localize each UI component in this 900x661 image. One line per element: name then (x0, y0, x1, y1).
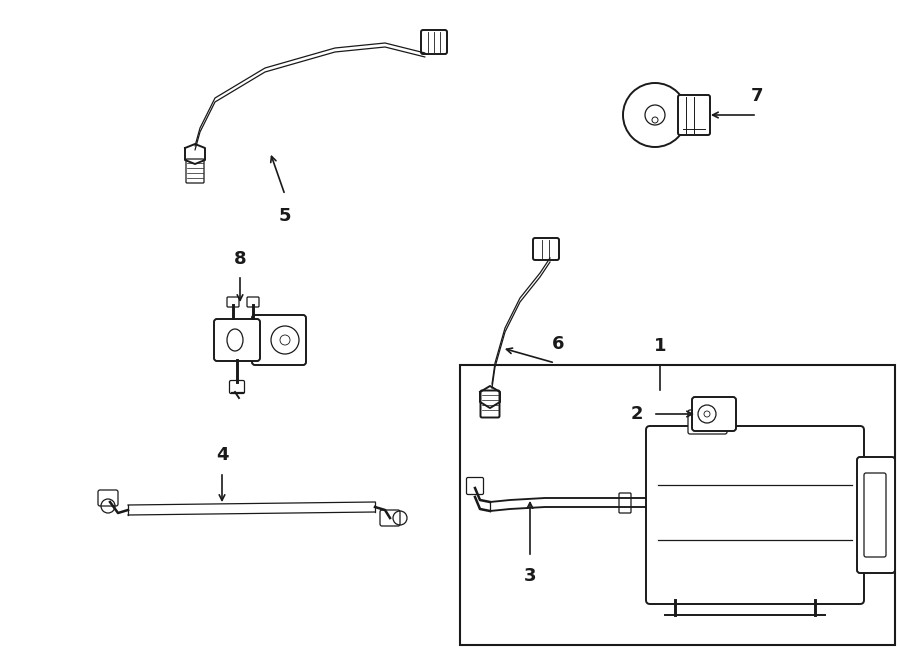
FancyBboxPatch shape (252, 315, 306, 365)
FancyBboxPatch shape (688, 410, 727, 434)
FancyBboxPatch shape (857, 457, 895, 573)
FancyBboxPatch shape (230, 381, 245, 393)
Text: 4: 4 (216, 446, 229, 464)
FancyBboxPatch shape (466, 477, 483, 494)
FancyBboxPatch shape (380, 510, 400, 526)
Bar (460, 365, 895, 645)
FancyBboxPatch shape (98, 490, 118, 506)
FancyBboxPatch shape (678, 95, 710, 135)
FancyBboxPatch shape (421, 30, 447, 54)
FancyBboxPatch shape (186, 159, 204, 183)
FancyBboxPatch shape (646, 426, 864, 604)
Text: 5: 5 (279, 207, 292, 225)
FancyBboxPatch shape (864, 473, 886, 557)
Text: 1: 1 (653, 337, 666, 355)
Text: 6: 6 (552, 335, 564, 353)
FancyBboxPatch shape (692, 397, 736, 431)
Text: 7: 7 (751, 87, 763, 105)
FancyBboxPatch shape (247, 297, 259, 307)
FancyBboxPatch shape (533, 238, 559, 260)
Text: 8: 8 (234, 250, 247, 268)
Text: 3: 3 (524, 567, 536, 585)
FancyBboxPatch shape (227, 297, 239, 307)
FancyBboxPatch shape (481, 391, 500, 418)
Text: 2: 2 (631, 405, 643, 423)
FancyBboxPatch shape (214, 319, 260, 361)
FancyBboxPatch shape (619, 493, 631, 513)
